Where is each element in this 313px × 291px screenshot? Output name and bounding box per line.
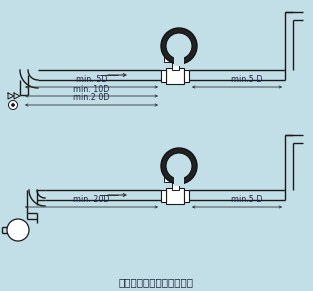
Text: min.5 D: min.5 D xyxy=(231,75,263,84)
Text: min. 10D: min. 10D xyxy=(73,84,110,93)
Bar xyxy=(161,70,166,82)
Bar xyxy=(166,68,184,84)
Circle shape xyxy=(166,153,192,179)
Circle shape xyxy=(161,148,197,184)
Circle shape xyxy=(161,28,197,64)
Bar xyxy=(172,58,178,70)
Text: min.2 0D: min.2 0D xyxy=(73,93,110,102)
Text: 弯管、阀门和泵之间的安装: 弯管、阀门和泵之间的安装 xyxy=(119,277,193,287)
Bar xyxy=(172,178,178,190)
Circle shape xyxy=(8,100,18,109)
Bar xyxy=(184,70,189,82)
Bar xyxy=(166,188,184,204)
Text: min. 5D: min. 5D xyxy=(76,75,107,84)
Circle shape xyxy=(166,33,192,59)
Text: min. 20D: min. 20D xyxy=(73,196,110,205)
Bar xyxy=(161,190,166,202)
Bar xyxy=(164,174,174,182)
Bar xyxy=(184,190,189,202)
Bar xyxy=(174,176,184,186)
Circle shape xyxy=(12,104,14,107)
Text: min.5 D: min.5 D xyxy=(231,196,263,205)
Bar xyxy=(174,56,184,66)
Circle shape xyxy=(7,219,29,241)
Bar xyxy=(164,54,174,62)
